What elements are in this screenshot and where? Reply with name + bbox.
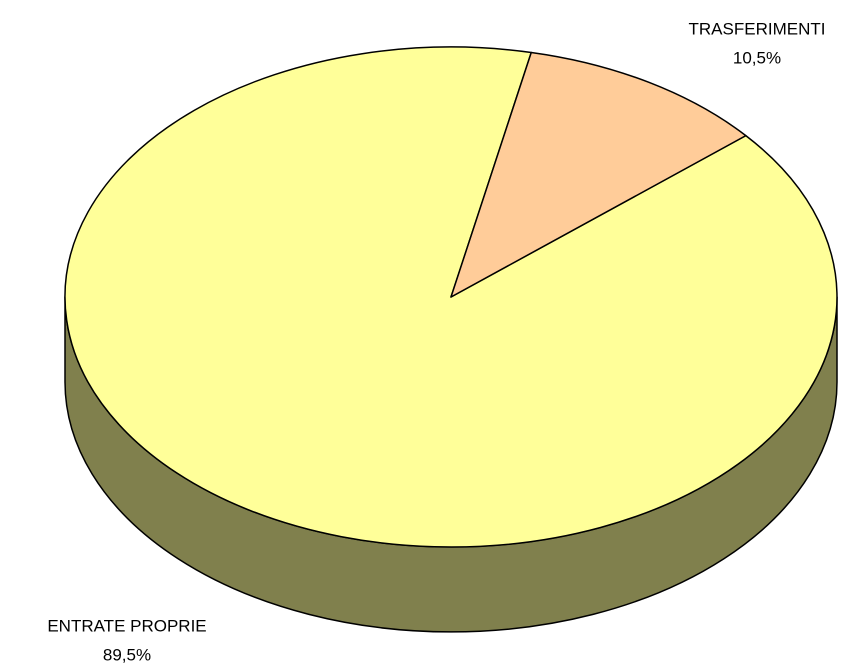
slice-value-label: 89,5% bbox=[103, 645, 151, 664]
slice-label: TRASFERIMENTI bbox=[689, 19, 826, 38]
slice bbox=[450, 51, 747, 298]
slice-value-label: 10,5% bbox=[733, 48, 781, 67]
slice-label: ENTRATE PROPRIE bbox=[47, 616, 206, 635]
